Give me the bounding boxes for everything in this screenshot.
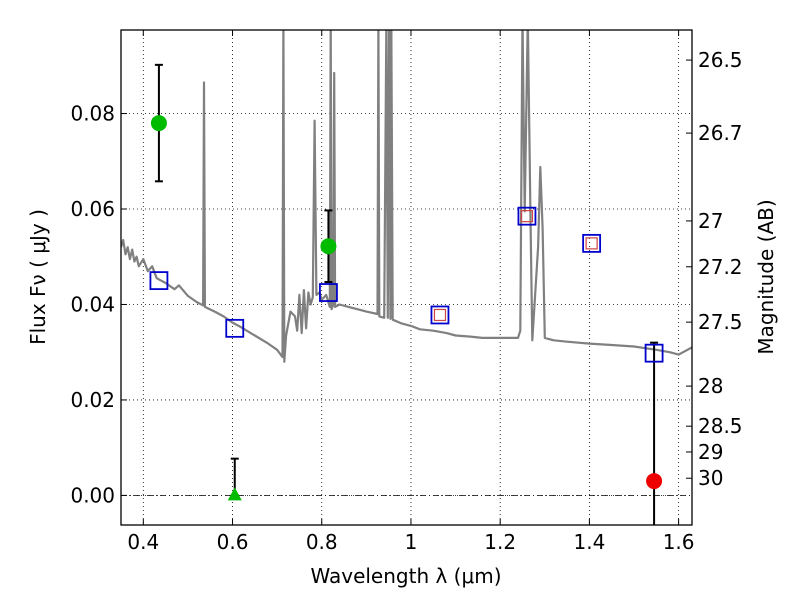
model-photometry-marker <box>319 283 338 302</box>
mag-tick-label: 30 <box>698 466 723 490</box>
grid <box>121 30 692 525</box>
y-tick-label: 0.08 <box>70 102 115 126</box>
low-sn-point <box>646 473 663 490</box>
model-photometry-marker <box>149 271 169 291</box>
model-photometry-marker <box>517 206 537 226</box>
detection-point <box>320 238 337 255</box>
x-tick-label: 0.6 <box>217 530 249 554</box>
y-tick-label: 0.04 <box>70 292 115 316</box>
model-photometry-marker <box>430 305 450 325</box>
template-marker <box>585 237 598 250</box>
mag-tick-label: 27.5 <box>698 310 743 334</box>
mag-tick-label: 26.5 <box>698 48 743 72</box>
y-tick-label: 0.00 <box>70 483 115 507</box>
y-tick-label: 0.02 <box>70 388 115 412</box>
model-photometry-marker <box>582 233 602 253</box>
plot-frame <box>120 29 693 526</box>
y-axis-label: Flux Fν ( μJy ) <box>26 209 50 345</box>
x-tick-label: 0.8 <box>306 530 338 554</box>
upper-limit-point <box>227 487 242 501</box>
x-tick-label: 1 <box>405 530 418 554</box>
mag-tick-label: 29 <box>698 440 723 464</box>
model-photometry-marker <box>644 343 664 363</box>
mag-tick-label: 28.5 <box>698 414 743 438</box>
plot-area <box>121 30 692 525</box>
model-photometry-marker <box>225 318 245 338</box>
x-tick-label: 1.6 <box>663 530 695 554</box>
mag-tick-label: 28 <box>698 374 723 398</box>
x-tick-label: 1.4 <box>573 530 605 554</box>
y-tick-label: 0.06 <box>70 197 115 221</box>
axis-ticks: 0.4 0.6 0.8 1 1.2 1.4 1.6 0.00 0.02 0.04 0.06 0.08 2… <box>70 30 743 554</box>
x-tick-label: 1.2 <box>484 530 516 554</box>
y2-axis-label: Magnitude (AB) <box>754 199 778 354</box>
template-marker <box>433 308 447 322</box>
detection-point <box>150 115 167 132</box>
model-spectrum-line <box>121 30 692 363</box>
x-axis-label: Wavelength λ (μm) <box>310 564 501 588</box>
mag-tick-label: 27 <box>698 209 723 233</box>
x-tick-label: 0.4 <box>127 530 159 554</box>
template-marker <box>520 210 534 223</box>
mag-tick-label: 26.7 <box>698 121 743 145</box>
mag-tick-label: 27.2 <box>698 255 743 279</box>
